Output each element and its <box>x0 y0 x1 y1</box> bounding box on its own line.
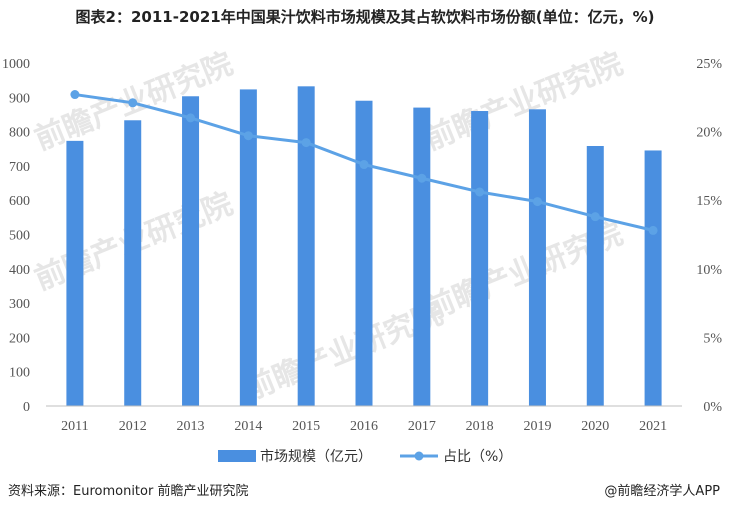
bar-2011 <box>66 140 84 406</box>
x-tick-label: 2014 <box>234 419 262 434</box>
legend-bar-swatch <box>218 450 256 462</box>
share-point-2020 <box>590 212 600 222</box>
legend-line-label: 占比（%） <box>443 449 512 465</box>
bar-2016 <box>355 100 373 406</box>
bar-2015 <box>297 86 315 406</box>
left-tick-label: 700 <box>9 160 30 175</box>
right-tick-label: 20% <box>696 126 722 141</box>
left-tick-label: 100 <box>9 366 30 381</box>
left-axis: 0 100 200 300 400 500 600 700 800 900 1000 <box>2 57 30 415</box>
watermark-text: 前瞻产业研究院 <box>420 46 628 157</box>
share-point-2016 <box>359 160 369 170</box>
x-tick-label: 2017 <box>408 419 436 434</box>
left-tick-label: 300 <box>9 297 30 312</box>
share-point-2021 <box>648 225 658 235</box>
left-tick-label: 0 <box>23 400 30 415</box>
bar-2014 <box>239 89 257 406</box>
left-tick-label: 400 <box>9 263 30 278</box>
left-tick-label: 800 <box>9 126 30 141</box>
x-axis: 2011 2012 2013 2014 2015 2016 2017 2018 2019 2020… <box>61 419 667 434</box>
right-tick-label: 5% <box>703 331 722 346</box>
share-point-2015 <box>301 138 311 148</box>
bar-2013 <box>182 96 200 407</box>
bar-2017 <box>413 107 431 406</box>
legend-bar-label: 市场规模（亿元） <box>260 448 372 465</box>
source-note: 资料来源：Euromonitor 前瞻产业研究院 <box>8 484 249 499</box>
right-tick-label: 15% <box>696 194 722 209</box>
left-tick-label: 600 <box>9 194 30 209</box>
x-tick-label: 2016 <box>350 419 378 434</box>
line-series <box>70 90 658 235</box>
left-tick-label: 500 <box>9 229 30 244</box>
share-point-2013 <box>186 113 196 123</box>
x-tick-label: 2013 <box>177 419 205 434</box>
x-tick-label: 2018 <box>466 419 494 434</box>
x-tick-label: 2020 <box>581 419 609 434</box>
legend: 市场规模（亿元） 占比（%） <box>218 448 512 465</box>
bar-series <box>66 86 662 407</box>
share-point-2018 <box>475 187 485 197</box>
legend-line-marker <box>414 451 424 461</box>
bar-2020 <box>586 146 604 407</box>
share-point-2019 <box>532 197 542 207</box>
bar-2019 <box>528 109 546 407</box>
share-point-2014 <box>243 131 253 141</box>
share-point-2011 <box>70 90 80 100</box>
x-tick-label: 2021 <box>639 419 667 434</box>
x-tick-label: 2015 <box>292 419 320 434</box>
right-tick-label: 10% <box>696 263 722 278</box>
left-tick-label: 200 <box>9 331 30 346</box>
right-tick-label: 25% <box>696 57 722 72</box>
right-tick-label: 0% <box>703 400 722 415</box>
x-tick-label: 2011 <box>61 419 88 434</box>
share-point-2017 <box>417 173 427 183</box>
bar-2012 <box>124 120 142 406</box>
share-point-2012 <box>128 98 138 108</box>
x-tick-label: 2019 <box>523 419 551 434</box>
x-tick-label: 2012 <box>119 419 147 434</box>
bar-2018 <box>471 111 489 407</box>
credit-note: @前瞻经济学人APP <box>604 484 720 499</box>
chart-title: 图表2：2011-2021年中国果汁饮料市场规模及其占软饮料市场份额(单位：亿元… <box>75 8 655 26</box>
right-axis: 0% 5% 10% 15% 20% 25% <box>696 57 722 415</box>
bar-2021 <box>644 150 662 406</box>
left-tick-label: 900 <box>9 91 30 106</box>
left-tick-label: 1000 <box>2 57 30 72</box>
